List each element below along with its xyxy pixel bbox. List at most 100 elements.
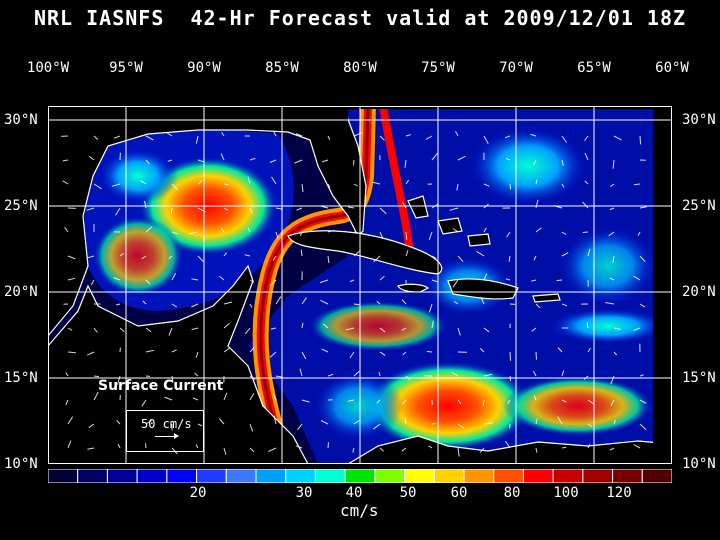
current-vector bbox=[223, 447, 227, 455]
current-vector bbox=[164, 396, 173, 401]
latitude-label: 15°N bbox=[4, 370, 38, 386]
current-vector bbox=[268, 447, 277, 453]
current-vector bbox=[67, 440, 72, 449]
current-vector bbox=[272, 255, 277, 261]
current-vector bbox=[269, 159, 277, 163]
current-vector bbox=[327, 442, 329, 449]
current-vector bbox=[452, 279, 459, 288]
current-vector bbox=[613, 327, 621, 330]
current-vector bbox=[557, 416, 563, 425]
current-vector bbox=[639, 423, 647, 430]
current-vector bbox=[142, 300, 147, 305]
current-vector bbox=[171, 272, 177, 281]
colorbar-swatch bbox=[225, 469, 257, 483]
colorbar-unit: cm/s bbox=[340, 501, 379, 520]
current-vector bbox=[87, 255, 95, 259]
current-vector bbox=[88, 423, 95, 429]
current-vector bbox=[531, 279, 537, 282]
current-vector bbox=[195, 135, 199, 144]
current-vector bbox=[353, 370, 360, 377]
current-vector bbox=[535, 179, 538, 185]
current-vector bbox=[530, 133, 537, 137]
current-vector bbox=[449, 207, 459, 211]
current-vector bbox=[301, 351, 307, 360]
current-vector bbox=[371, 181, 381, 185]
current-vector bbox=[223, 392, 228, 401]
current-vector bbox=[378, 371, 381, 377]
current-vector bbox=[301, 297, 307, 305]
current-vector bbox=[428, 231, 433, 241]
current-vector bbox=[347, 399, 355, 402]
current-vector bbox=[609, 447, 615, 451]
current-vector bbox=[275, 231, 279, 239]
current-vector bbox=[353, 303, 360, 306]
colorbar-tick-label: 100 bbox=[553, 485, 579, 501]
current-vector bbox=[221, 132, 225, 137]
current-vector bbox=[608, 231, 615, 237]
current-vector bbox=[483, 227, 487, 233]
current-vector bbox=[197, 159, 204, 163]
current-vector bbox=[301, 183, 304, 193]
current-vector bbox=[223, 347, 231, 353]
current-vector bbox=[171, 303, 177, 308]
current-vector bbox=[116, 420, 121, 425]
current-vector bbox=[405, 134, 411, 137]
current-vector bbox=[457, 327, 461, 336]
current-vector bbox=[191, 278, 199, 281]
current-vector bbox=[531, 327, 537, 332]
legend-speed: 50 cm/s bbox=[141, 417, 192, 431]
longitude-label: 80°W bbox=[343, 60, 377, 76]
current-vector bbox=[509, 351, 511, 361]
current-vector bbox=[561, 135, 567, 143]
current-vector bbox=[299, 368, 303, 377]
surface-current-vectors bbox=[61, 130, 647, 457]
current-vector bbox=[428, 445, 433, 449]
current-vector bbox=[113, 277, 121, 281]
current-vector bbox=[275, 296, 282, 305]
current-vector bbox=[166, 132, 173, 137]
current-vector bbox=[605, 302, 615, 305]
current-map bbox=[48, 106, 672, 464]
current-vector bbox=[171, 375, 174, 383]
current-vector bbox=[194, 372, 199, 377]
current-vector bbox=[613, 419, 616, 425]
current-vector bbox=[431, 152, 438, 161]
current-vector bbox=[609, 207, 615, 211]
land bbox=[48, 106, 672, 464]
longitude-label: 100°W bbox=[26, 60, 70, 76]
current-vector bbox=[223, 183, 229, 186]
current-vector bbox=[506, 231, 511, 238]
current-vector bbox=[145, 419, 152, 425]
current-vector bbox=[479, 447, 485, 454]
current-vector bbox=[482, 399, 485, 407]
current-vector bbox=[587, 443, 591, 449]
colorbar-tick-label: 20 bbox=[189, 485, 207, 501]
current-vector bbox=[402, 399, 407, 405]
current-vector bbox=[140, 180, 147, 185]
current-vector bbox=[561, 183, 565, 188]
current-vector bbox=[145, 135, 154, 141]
current-vector bbox=[327, 135, 331, 141]
current-vector bbox=[269, 351, 277, 358]
current-vector bbox=[223, 322, 231, 329]
current-vector bbox=[220, 227, 225, 233]
current-vector bbox=[223, 207, 229, 211]
current-vector bbox=[347, 206, 355, 209]
current-vector bbox=[612, 159, 615, 169]
current-vector bbox=[456, 183, 459, 191]
current-vector bbox=[376, 300, 381, 305]
current-vector bbox=[584, 135, 589, 141]
current-vector bbox=[349, 351, 355, 359]
current-vector bbox=[457, 423, 465, 429]
current-vector bbox=[561, 252, 569, 257]
current-vector bbox=[353, 132, 363, 137]
current-vector bbox=[401, 299, 407, 305]
current-vector bbox=[320, 420, 329, 425]
current-vector bbox=[271, 176, 277, 185]
current-vector bbox=[431, 320, 434, 329]
current-vector bbox=[273, 131, 277, 137]
current-vector bbox=[610, 375, 615, 385]
current-vector bbox=[64, 226, 69, 233]
current-vector bbox=[379, 351, 386, 356]
current-vector bbox=[455, 130, 459, 137]
